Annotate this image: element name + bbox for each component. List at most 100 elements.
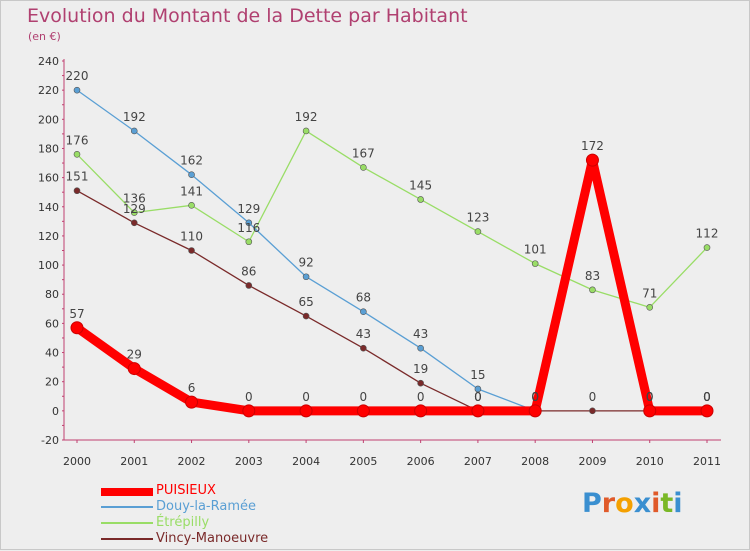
data-label-0: 0 xyxy=(531,390,539,404)
series-marker-0 xyxy=(585,153,599,167)
series-marker-1 xyxy=(302,273,310,281)
data-label-2: 123 xyxy=(466,211,489,225)
series-marker-1 xyxy=(474,385,482,393)
data-label-0: 0 xyxy=(245,390,253,404)
y-tick-label: 240 xyxy=(38,55,59,68)
series-marker-0 xyxy=(700,404,714,418)
x-tick-label: 2003 xyxy=(235,455,263,468)
series-marker-0 xyxy=(70,321,84,335)
legend-swatch-vincy xyxy=(101,538,153,540)
series-marker-2 xyxy=(245,238,253,246)
x-tick-label: 2008 xyxy=(521,455,549,468)
data-label-0: 6 xyxy=(188,381,196,395)
series-marker-1 xyxy=(73,86,81,94)
data-label-3: 86 xyxy=(241,264,256,278)
series-marker-2 xyxy=(474,228,482,235)
series-marker-3 xyxy=(73,187,81,195)
legend-swatch-puisieux xyxy=(101,488,153,496)
x-tick-label: 2004 xyxy=(292,455,320,468)
legend-swatch-douy xyxy=(101,506,153,508)
series-marker-3 xyxy=(188,247,195,254)
series-line-0 xyxy=(72,155,712,416)
x-tick-label: 2009 xyxy=(578,455,606,468)
data-label-0: 0 xyxy=(646,390,654,404)
logo-letter: i xyxy=(673,488,683,519)
series-marker-3 xyxy=(245,282,253,289)
series-marker-0 xyxy=(356,404,370,418)
data-label-1: 0 xyxy=(646,390,654,404)
series-line-2 xyxy=(76,130,708,309)
data-label-0: 0 xyxy=(417,390,425,404)
data-label-0: 0 xyxy=(302,390,310,404)
data-label-2: 71 xyxy=(642,286,657,300)
x-tick-label: 2011 xyxy=(693,455,721,468)
series-marker-2 xyxy=(188,202,195,209)
legend: PUISIEUX Douy-la-Ramée Étrépilly Vincy-M… xyxy=(101,483,361,547)
x-tick-label: 2001 xyxy=(120,455,148,468)
data-label-2: 83 xyxy=(585,269,600,283)
y-tick-label: 180 xyxy=(38,142,59,155)
data-label-1: 68 xyxy=(356,291,371,305)
series-marker-3 xyxy=(130,219,138,227)
unit-label: (en €) xyxy=(28,30,61,43)
x-tick-label: 2007 xyxy=(464,455,492,468)
data-label-3: 0 xyxy=(646,390,654,404)
data-label-2: 101 xyxy=(524,243,547,257)
series-marker-1 xyxy=(245,219,253,227)
data-label-0: 0 xyxy=(474,390,482,404)
data-label-3: 0 xyxy=(703,390,711,404)
data-label-2: 167 xyxy=(352,146,375,160)
legend-item-puisieux: PUISIEUX xyxy=(101,483,361,499)
series-line-1 xyxy=(76,89,536,412)
logo-letter: x xyxy=(633,488,652,519)
series-marker-1 xyxy=(130,127,138,135)
series-marker-2 xyxy=(417,196,424,203)
data-label-2: 192 xyxy=(295,110,318,124)
series-marker-3 xyxy=(417,379,424,387)
data-label-1: 92 xyxy=(298,256,313,270)
logo-letter: t xyxy=(660,488,674,519)
series-marker-0 xyxy=(471,404,485,418)
data-label-2: 145 xyxy=(409,178,432,192)
data-label-2: 141 xyxy=(180,184,203,198)
series-marker-2 xyxy=(360,164,367,171)
series-marker-2 xyxy=(646,304,654,311)
data-label-0: 172 xyxy=(581,139,604,153)
legend-label-douy: Douy-la-Ramée xyxy=(156,499,257,514)
legend-item-etrepilly: Étrépilly xyxy=(101,515,361,531)
series-marker-1 xyxy=(188,171,195,178)
series-marker-0 xyxy=(299,404,313,418)
y-tick-label: 160 xyxy=(38,172,59,185)
logo-letter: o xyxy=(615,488,634,519)
series-marker-0 xyxy=(242,404,256,418)
series-marker-2 xyxy=(130,209,138,216)
x-tick-label: 2005 xyxy=(349,455,377,468)
series-marker-2 xyxy=(531,260,539,267)
legend-label-puisieux: PUISIEUX xyxy=(156,483,216,498)
data-label-0: 57 xyxy=(69,307,84,321)
data-label-1: 15 xyxy=(470,368,485,382)
series-marker-1 xyxy=(417,344,424,352)
series-marker-2 xyxy=(73,150,81,158)
data-label-2: 136 xyxy=(123,192,146,206)
data-label-1: 129 xyxy=(237,202,260,216)
data-label-3: 43 xyxy=(356,327,371,341)
series-marker-0 xyxy=(643,404,657,418)
data-label-1: 162 xyxy=(180,154,203,168)
data-label-3: 110 xyxy=(180,230,203,244)
chart-title: Evolution du Montant de la Dette par Hab… xyxy=(27,5,468,27)
series-marker-3 xyxy=(360,344,367,352)
data-label-3: 65 xyxy=(298,295,313,309)
series-marker-0 xyxy=(528,404,542,418)
x-tick-label: 2010 xyxy=(636,455,664,468)
data-label-3: 0 xyxy=(474,390,482,404)
y-tick-label: 40 xyxy=(45,347,59,360)
data-label-0: 0 xyxy=(360,390,368,404)
series-marker-2 xyxy=(302,127,310,135)
legend-item-vincy: Vincy-Manoeuvre xyxy=(101,531,361,547)
data-label-3: 129 xyxy=(123,202,146,216)
data-label-1: 0 xyxy=(703,390,711,404)
y-tick-label: 140 xyxy=(38,201,59,214)
